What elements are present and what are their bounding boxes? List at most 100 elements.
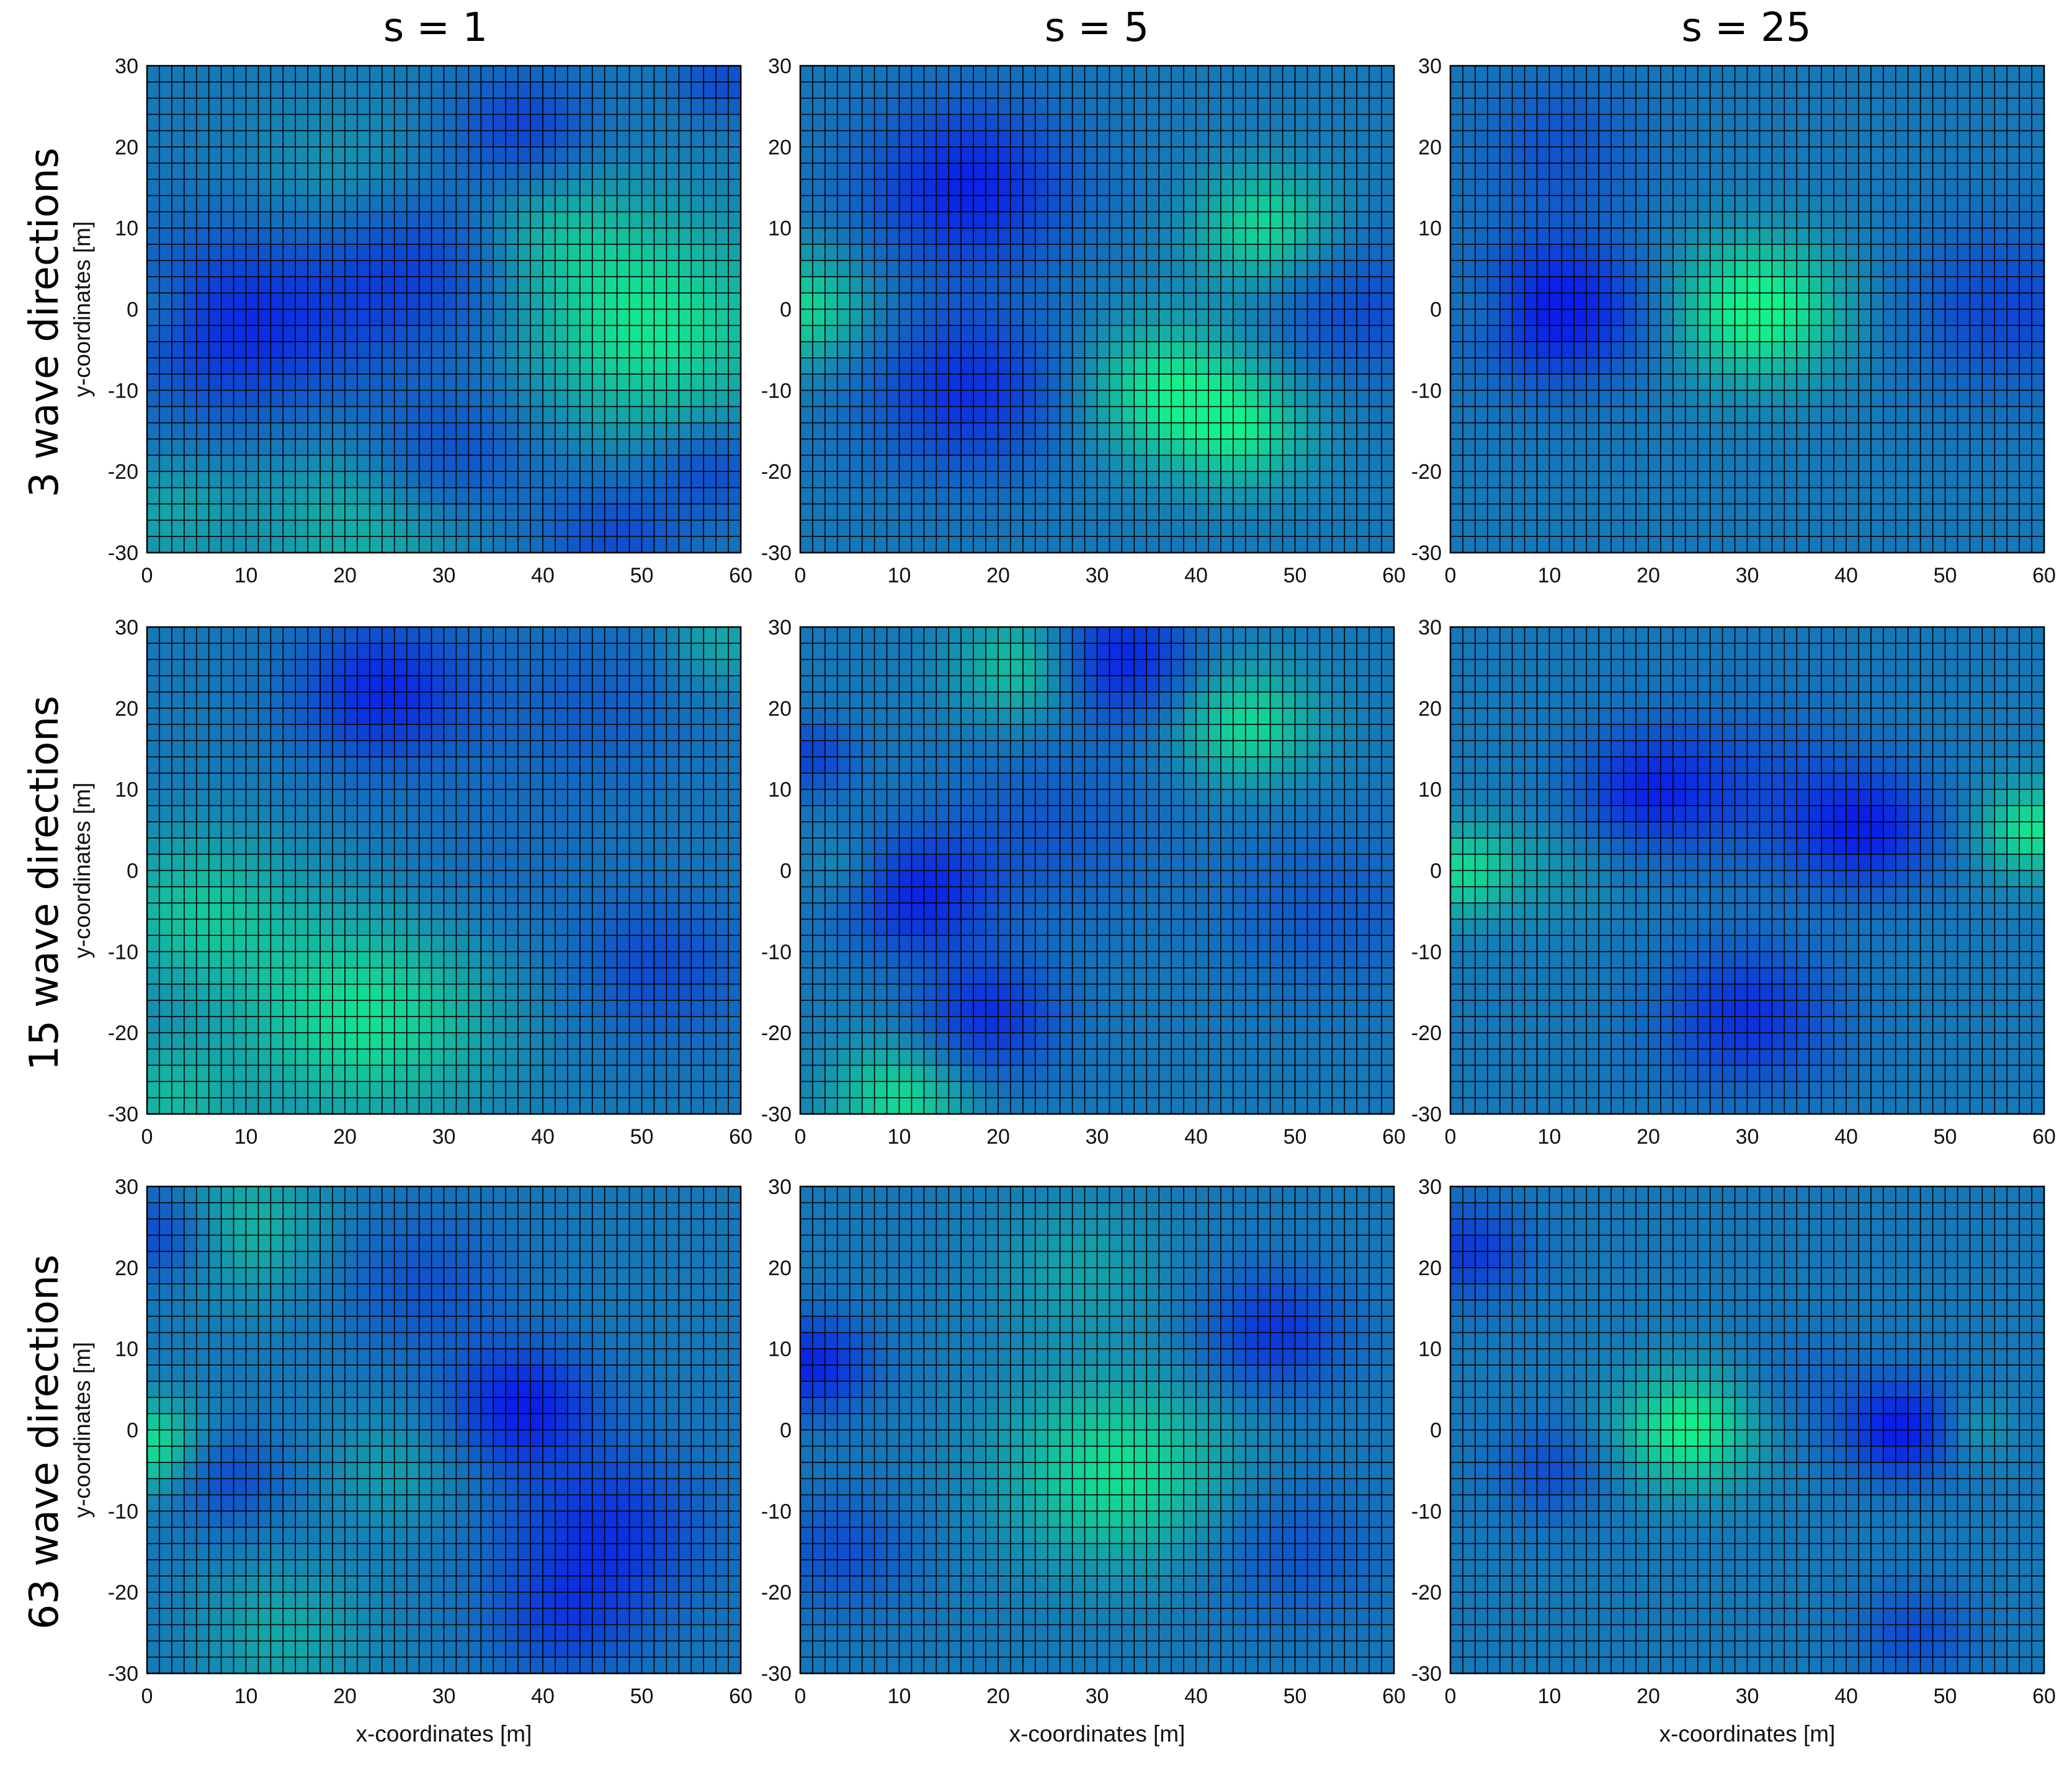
heatmap-cell <box>208 626 222 644</box>
heatmap-cell <box>1257 114 1271 131</box>
heatmap-cell <box>616 756 630 774</box>
heatmap-cell <box>1746 97 1761 115</box>
heatmap-cell <box>1282 422 1296 440</box>
heatmap-cell <box>1796 227 1810 246</box>
heatmap-cell <box>1233 81 1246 99</box>
heatmap-cell <box>1269 195 1284 213</box>
heatmap-cell <box>1548 260 1563 278</box>
heatmap-cell <box>837 260 851 278</box>
heatmap-cell <box>1022 373 1037 391</box>
heatmap-cell <box>159 146 173 164</box>
heatmap-cell <box>1648 162 1662 180</box>
heatmap-cell <box>861 244 875 262</box>
heatmap-cell <box>973 114 987 131</box>
heatmap-cell <box>898 357 913 375</box>
heatmap-cell <box>393 788 408 807</box>
heatmap-cell <box>849 455 863 473</box>
heatmap-cell <box>1047 389 1061 407</box>
heatmap-cell <box>678 626 692 644</box>
heatmap-cell <box>1548 244 1563 262</box>
heatmap-cell <box>641 292 655 310</box>
heatmap-cell <box>1183 260 1197 278</box>
heatmap-cell <box>800 373 814 391</box>
heatmap-cell <box>1548 422 1563 440</box>
heatmap-cell <box>418 195 432 213</box>
heatmap-cell <box>1660 179 1674 197</box>
heatmap-cell <box>184 471 197 489</box>
heatmap-cell <box>1233 195 1246 213</box>
heatmap-cell <box>233 292 247 310</box>
heatmap-cell <box>1195 130 1210 148</box>
heatmap-cell <box>1846 260 1860 278</box>
heatmap-cell <box>653 65 668 83</box>
heatmap-cell <box>1586 81 1600 99</box>
heatmap-cell <box>1084 179 1098 197</box>
heatmap-cell <box>1883 389 1896 407</box>
heatmap-cell <box>1994 162 2008 180</box>
heatmap-cell <box>1035 455 1048 473</box>
heatmap-cell <box>1573 260 1587 278</box>
heatmap-cell <box>270 146 284 164</box>
heatmap-cell <box>1294 260 1308 278</box>
heatmap-cell <box>1306 503 1321 521</box>
heatmap-cell <box>555 626 569 644</box>
heatmap-cell <box>344 65 359 83</box>
heatmap-cell <box>1709 130 1723 148</box>
heatmap-cell <box>1981 373 1996 391</box>
heatmap-cell <box>369 519 383 538</box>
heatmap-cell <box>382 276 395 294</box>
heatmap-cell <box>837 422 851 440</box>
heatmap-cell <box>1319 114 1333 131</box>
heatmap-cell <box>332 406 346 424</box>
heatmap-cell <box>517 659 532 677</box>
heatmap-cell <box>159 227 173 246</box>
heatmap-cell <box>418 227 432 246</box>
heatmap-cell <box>898 195 913 213</box>
heatmap-cell <box>1244 162 1259 180</box>
heatmap-cell <box>1709 308 1723 326</box>
heatmap-cell <box>628 65 643 83</box>
heatmap-cell <box>1846 162 1860 180</box>
heatmap-cell <box>369 276 383 294</box>
heatmap-cell <box>604 740 618 758</box>
heatmap-cell <box>998 503 1012 521</box>
heatmap-cell <box>1833 357 1847 375</box>
heatmap-cell <box>1697 146 1711 164</box>
heatmap-cell <box>1071 292 1086 310</box>
heatmap-cell <box>1784 373 1798 391</box>
heatmap-cell <box>1981 114 1996 131</box>
heatmap-cell <box>1306 519 1321 538</box>
heatmap-cell <box>1047 503 1061 521</box>
heatmap-cell <box>295 821 309 839</box>
heatmap-cell <box>1981 438 1996 456</box>
heatmap-cell <box>1981 260 1996 278</box>
heatmap-cell <box>1697 389 1711 407</box>
heatmap-cell <box>1524 81 1538 99</box>
heatmap-cell <box>1548 389 1563 407</box>
heatmap-cell <box>1059 519 1073 538</box>
x-tick-label: 30 <box>1736 564 1759 587</box>
heatmap-cell <box>171 308 185 326</box>
heatmap-cell <box>220 292 234 310</box>
heatmap-cell <box>2006 227 2021 246</box>
heatmap-cell <box>1536 227 1550 246</box>
heatmap-cell <box>653 519 668 538</box>
heatmap-cell <box>382 227 395 246</box>
heatmap-cell <box>257 503 272 521</box>
heatmap-cell <box>517 227 532 246</box>
heatmap-cell <box>369 536 383 554</box>
heatmap-cell <box>1047 244 1061 262</box>
y-tick-label: -20 <box>1411 460 1442 484</box>
heatmap-cell <box>1487 65 1501 83</box>
heatmap-cell <box>184 406 197 424</box>
heatmap-cell <box>1035 357 1048 375</box>
heatmap-cell <box>2006 373 2021 391</box>
heatmap-cell <box>295 406 309 424</box>
heatmap-cell <box>1450 406 1464 424</box>
heatmap-cell <box>530 519 544 538</box>
heatmap-cell <box>1195 438 1210 456</box>
heatmap-cell <box>1796 341 1810 359</box>
heatmap-cell <box>1895 373 1909 391</box>
heatmap-cell <box>1499 65 1513 83</box>
heatmap-cell <box>591 691 605 710</box>
